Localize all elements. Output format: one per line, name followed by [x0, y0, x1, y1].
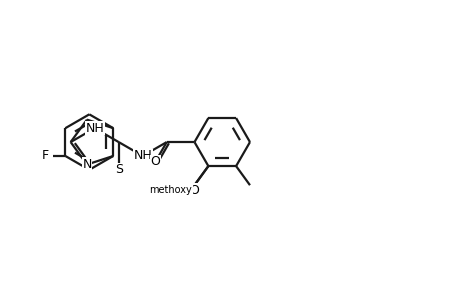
Text: NH: NH: [133, 149, 152, 162]
Text: NH: NH: [85, 122, 104, 135]
Text: S: S: [114, 163, 123, 176]
Text: N: N: [82, 158, 91, 171]
Text: F: F: [42, 149, 49, 162]
Text: methoxy: methoxy: [149, 185, 192, 195]
Text: O: O: [189, 184, 199, 196]
Text: O: O: [150, 155, 160, 168]
